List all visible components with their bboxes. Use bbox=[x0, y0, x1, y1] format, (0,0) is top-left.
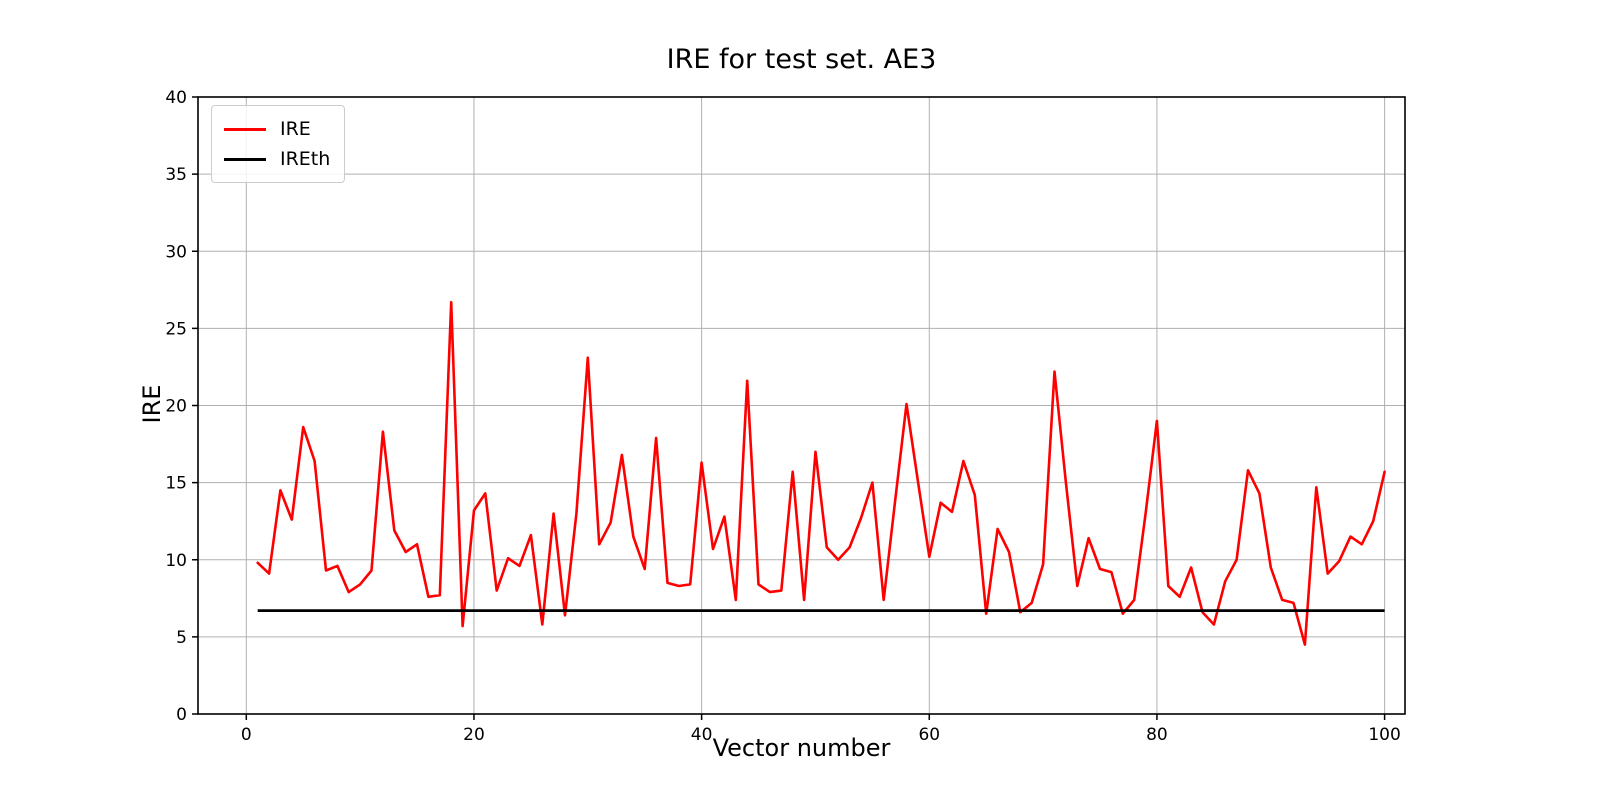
legend: IRE IREth bbox=[211, 105, 346, 183]
svg-text:40: 40 bbox=[165, 88, 187, 108]
legend-label: IRE bbox=[280, 118, 311, 140]
x-axis-label: Vector number bbox=[712, 734, 891, 762]
svg-text:80: 80 bbox=[1146, 725, 1168, 745]
svg-text:0: 0 bbox=[176, 705, 187, 725]
legend-line-sample bbox=[224, 127, 266, 131]
legend-line-sample bbox=[224, 157, 266, 161]
svg-text:100: 100 bbox=[1368, 725, 1400, 745]
svg-text:5: 5 bbox=[176, 628, 187, 648]
svg-text:30: 30 bbox=[165, 242, 187, 262]
y-axis-label: IRE bbox=[138, 384, 166, 424]
svg-text:35: 35 bbox=[165, 165, 187, 185]
svg-text:20: 20 bbox=[165, 397, 187, 417]
svg-text:40: 40 bbox=[691, 725, 713, 745]
svg-text:10: 10 bbox=[165, 551, 187, 571]
svg-text:60: 60 bbox=[918, 725, 940, 745]
chart-title: IRE for test set. AE3 bbox=[666, 44, 937, 75]
svg-text:15: 15 bbox=[165, 474, 187, 494]
legend-item: IRE bbox=[224, 114, 330, 144]
svg-text:25: 25 bbox=[165, 319, 187, 339]
legend-item: IREth bbox=[224, 144, 330, 174]
legend-label: IREth bbox=[280, 148, 331, 170]
svg-text:0: 0 bbox=[241, 725, 252, 745]
svg-text:20: 20 bbox=[463, 725, 485, 745]
